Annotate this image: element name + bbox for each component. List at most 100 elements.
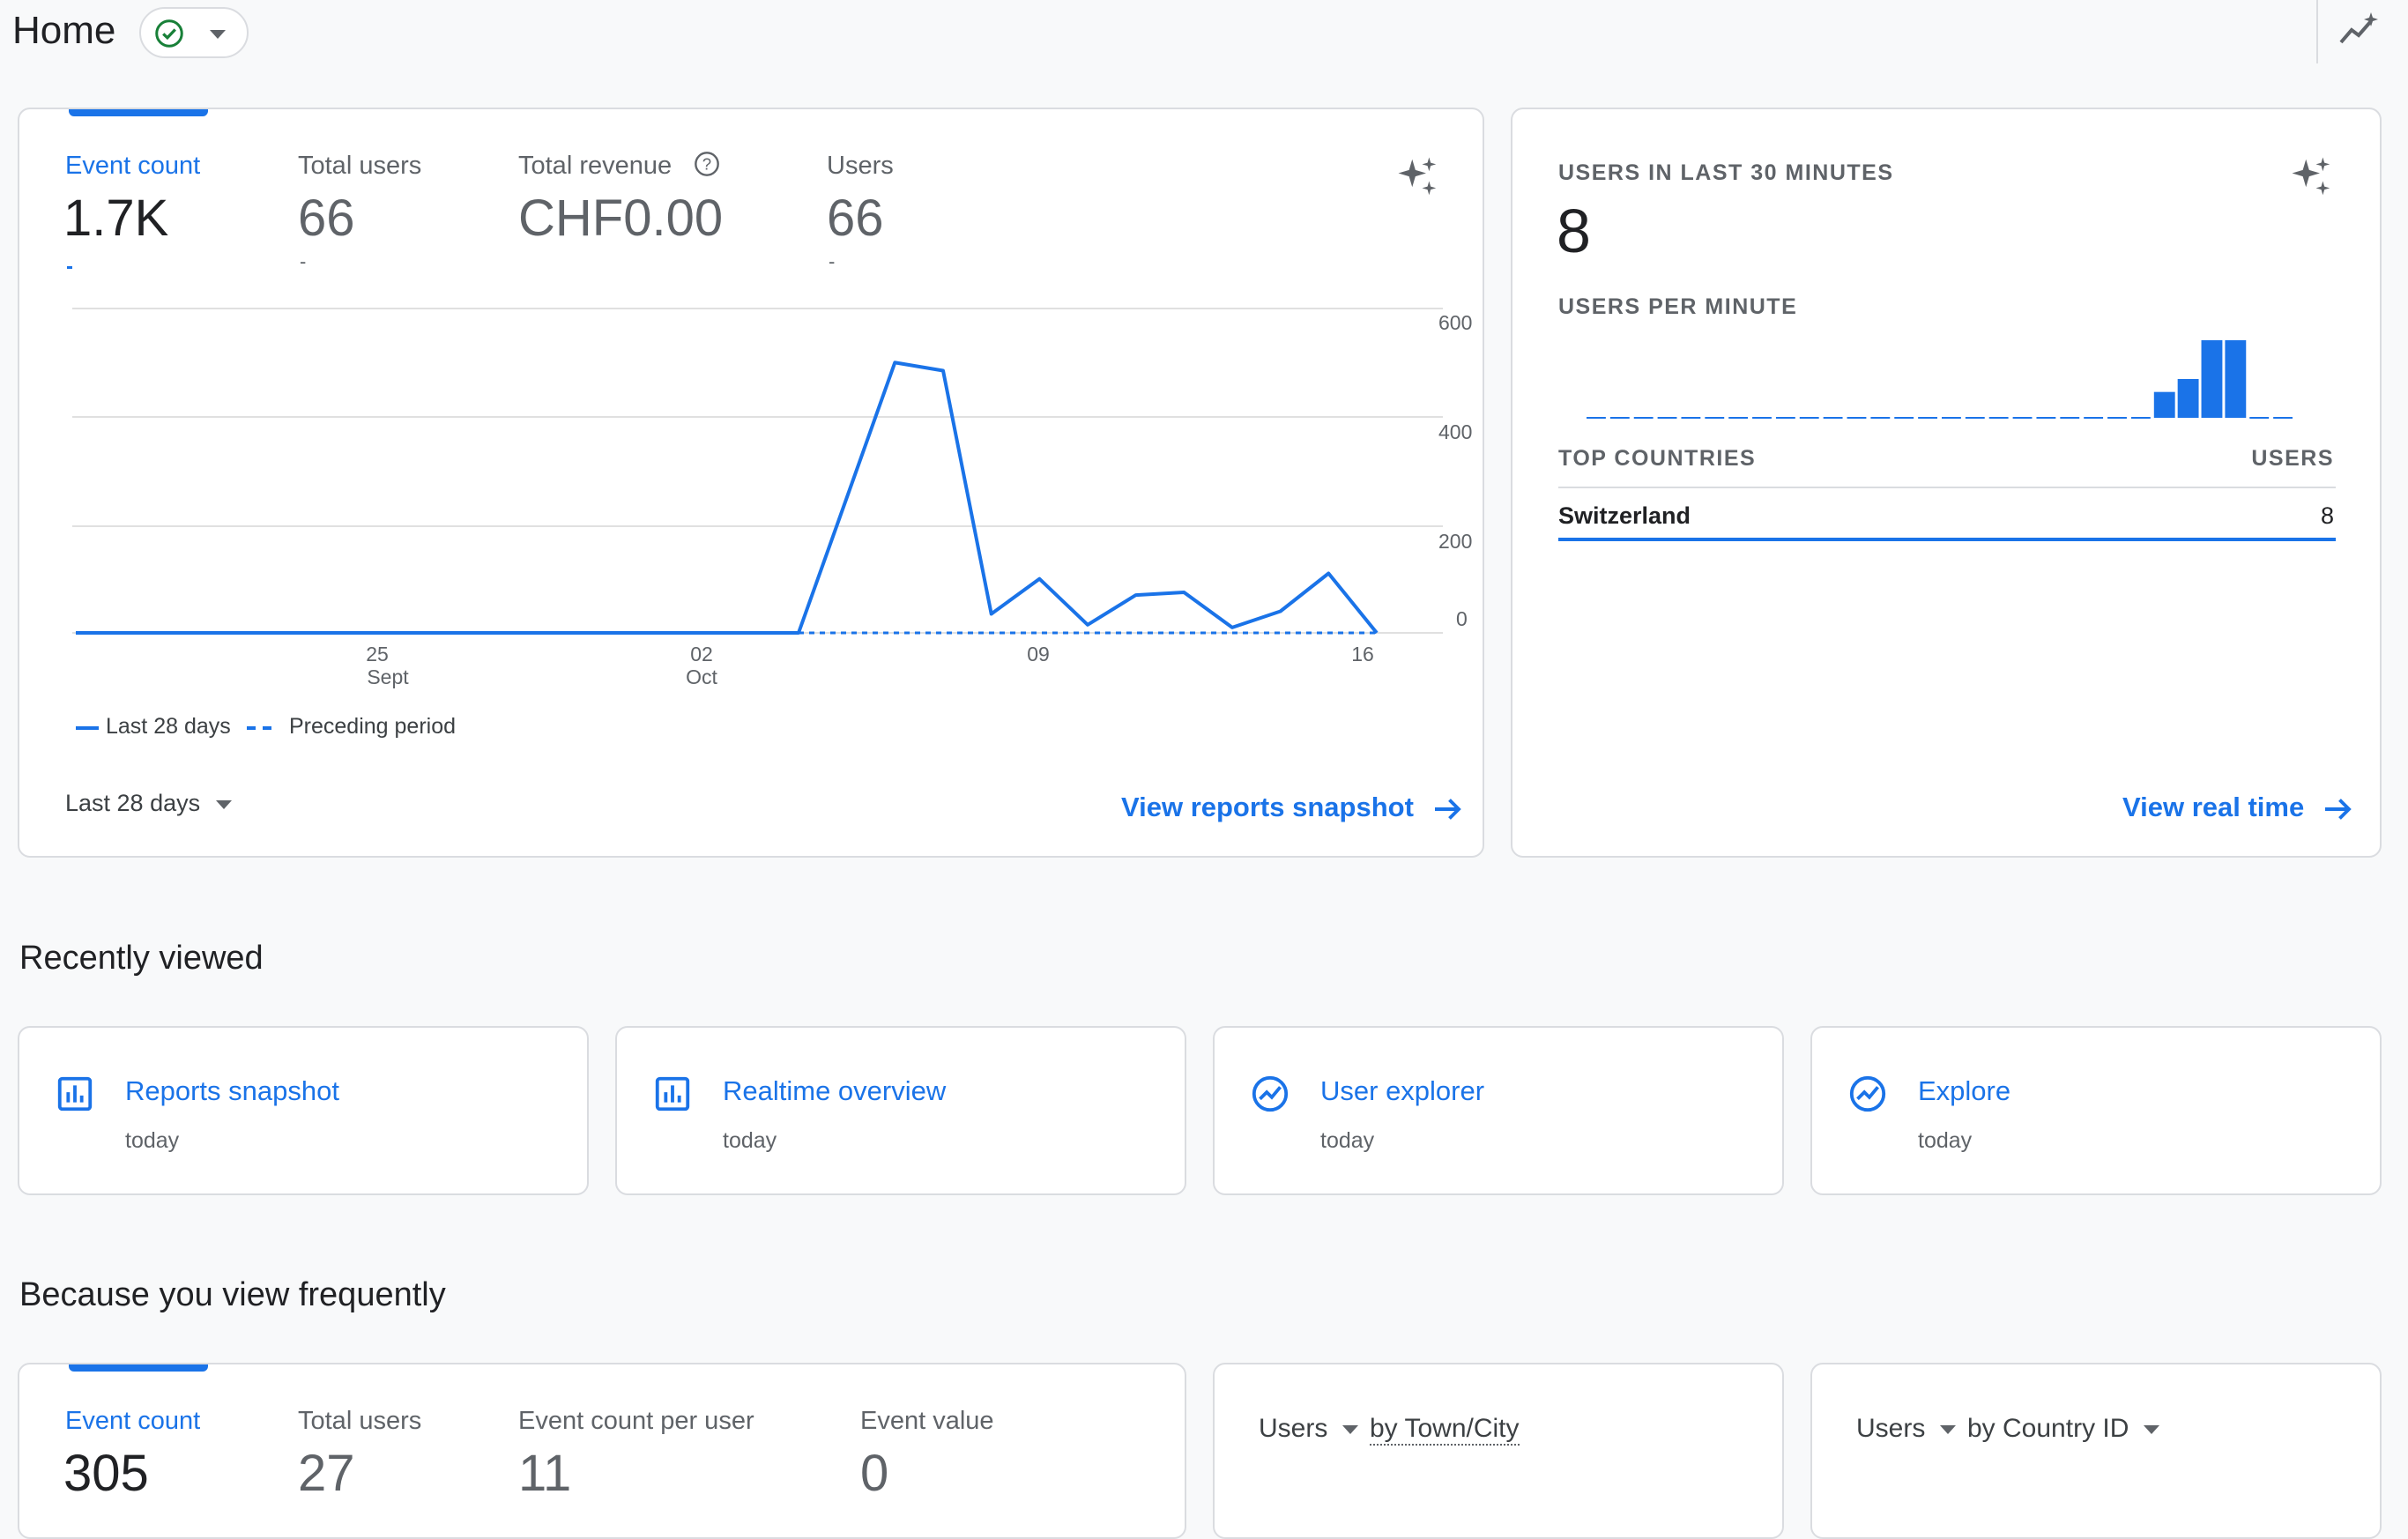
- event-count-chart: 600 400 200 0 25 Sept 02 Oct 09 16: [72, 308, 1472, 688]
- metric-sparkline: [67, 266, 72, 269]
- metric-value: 11: [518, 1445, 572, 1502]
- active-tab-indicator: [69, 109, 208, 116]
- arrow-right-icon: [2324, 798, 2352, 820]
- x-tick-month: Sept: [367, 665, 409, 688]
- metric-label: Event count per user: [518, 1407, 754, 1435]
- users-by-country-card: Users by Country ID: [1810, 1363, 2382, 1539]
- metric-value: 1.7K: [63, 190, 169, 247]
- x-tick: 09: [1027, 643, 1050, 665]
- users-per-minute-chart: [1587, 340, 2293, 419]
- sparkle-icon[interactable]: [2288, 153, 2336, 201]
- x-tick: 25: [366, 643, 389, 665]
- metric-label: Event count: [65, 152, 201, 180]
- view-reports-snapshot-link[interactable]: View reports snapshot: [1121, 792, 1464, 823]
- recent-item-subtitle: today: [125, 1128, 180, 1153]
- metric-dropdown[interactable]: Users: [1259, 1414, 1358, 1444]
- metric-label: Event value: [860, 1407, 994, 1435]
- metric-label: Total revenue: [518, 152, 673, 180]
- metric-value: 0: [860, 1445, 889, 1502]
- grid: [72, 308, 1443, 634]
- realtime-value: 8: [1557, 197, 1591, 265]
- recent-item-title: Explore: [1918, 1075, 2011, 1106]
- per-minute-label: USERS PER MINUTE: [1558, 294, 1798, 319]
- date-range-label: Last 28 days: [65, 790, 201, 816]
- chevron-down-icon: [1341, 1425, 1358, 1435]
- date-range-dropdown[interactable]: Last 28 days: [65, 790, 232, 817]
- minute-bar[interactable]: [2177, 379, 2199, 418]
- frequent-section-title: Because you view frequently: [19, 1276, 446, 1313]
- recent-item-title: Realtime overview: [723, 1075, 947, 1106]
- minute-bar[interactable]: [2225, 340, 2247, 418]
- active-tab-indicator: [69, 1364, 208, 1372]
- minute-bar[interactable]: [2153, 391, 2175, 418]
- legend-label-previous: Preceding period: [289, 714, 457, 739]
- metric-value: CHF0.00: [518, 190, 724, 247]
- realtime-card: USERS IN LAST 30 MINUTES 8 USERS PER MIN…: [1511, 108, 2382, 858]
- svg-text:?: ?: [702, 155, 711, 174]
- legend-swatch-current: [76, 726, 99, 730]
- dimension-dropdown[interactable]: by Town/City: [1370, 1414, 1520, 1446]
- users-header: USERS: [2251, 446, 2334, 471]
- x-tick: 02: [690, 643, 713, 665]
- chevron-down-icon: [2143, 1425, 2159, 1435]
- metric-dropdown-label: Users: [1856, 1414, 1926, 1443]
- recently-viewed-title: Recently viewed: [19, 940, 264, 977]
- trend-circle-icon: [1849, 1075, 1886, 1112]
- bar-chart-icon: [655, 1076, 690, 1112]
- users-by-town-card: Users by Town/City: [1213, 1363, 1784, 1539]
- trend-circle-icon: [1252, 1075, 1289, 1112]
- metric-change: -: [829, 250, 836, 272]
- recent-item-reports-snapshot[interactable]: Reports snapshot today: [18, 1026, 589, 1195]
- minute-bar[interactable]: [2201, 340, 2223, 418]
- header-divider: [2316, 0, 2318, 63]
- metric-label: Users: [827, 152, 894, 180]
- recent-item-subtitle: today: [1918, 1128, 1973, 1153]
- chevron-down-icon: [210, 30, 226, 39]
- link-label: View real time: [2122, 792, 2305, 822]
- metric-dropdown[interactable]: Users: [1856, 1414, 1956, 1444]
- help-icon[interactable]: ?: [693, 150, 721, 178]
- check-circle-icon: [155, 19, 183, 48]
- metric-label: Event count: [65, 1407, 201, 1435]
- metric-value: 66: [298, 190, 355, 247]
- series-line-last-28-days: [76, 361, 1379, 635]
- view-real-time-link[interactable]: View real time: [2122, 792, 2354, 823]
- metric-value: 66: [827, 190, 884, 247]
- insights-icon[interactable]: [2337, 11, 2383, 49]
- table-divider: [1558, 487, 2336, 488]
- chevron-down-icon: [215, 799, 232, 809]
- y-tick: 600: [1438, 311, 1472, 334]
- recent-item-explore[interactable]: Explore today: [1810, 1026, 2382, 1195]
- country-name: Switzerland: [1558, 502, 1691, 529]
- recent-item-title: Reports snapshot: [125, 1075, 339, 1106]
- bar-chart-icon: [57, 1076, 93, 1112]
- chevron-down-icon: [1939, 1425, 1956, 1435]
- metric-value: 27: [298, 1445, 355, 1502]
- y-tick: 0: [1456, 607, 1468, 630]
- metric-value: 305: [63, 1445, 149, 1502]
- metric-label: Total users: [298, 1407, 422, 1435]
- recent-item-user-explorer[interactable]: User explorer today: [1213, 1026, 1784, 1195]
- dimension-dropdown-label: by Country ID: [1967, 1414, 2129, 1443]
- recent-item-realtime-overview[interactable]: Realtime overview today: [615, 1026, 1186, 1195]
- frequent-metrics-card: Event count 305 Total users 27 Event cou…: [18, 1363, 1186, 1539]
- overview-card: Event count 1.7K Total users 66 - Total …: [18, 108, 1484, 858]
- arrow-right-icon: [1434, 798, 1461, 820]
- metric-change: -: [300, 250, 307, 272]
- realtime-title: USERS IN LAST 30 MINUTES: [1558, 160, 1894, 185]
- metric-dropdown-label: Users: [1259, 1414, 1328, 1443]
- legend-label-current: Last 28 days: [106, 714, 231, 739]
- status-dropdown[interactable]: [139, 7, 249, 58]
- y-tick: 200: [1438, 530, 1472, 553]
- sparkle-icon[interactable]: [1394, 153, 1442, 201]
- x-tick-month: Oct: [686, 665, 717, 688]
- dimension-dropdown[interactable]: by Country ID: [1967, 1414, 2159, 1444]
- page-title: Home: [12, 9, 116, 52]
- legend-swatch-previous-2: [263, 726, 271, 730]
- top-countries-header: TOP COUNTRIES: [1558, 446, 1757, 471]
- recent-item-subtitle: today: [723, 1128, 777, 1153]
- y-tick: 400: [1438, 420, 1472, 443]
- country-bar: [1558, 538, 2336, 541]
- link-label: View reports snapshot: [1121, 792, 1414, 822]
- legend-swatch-previous: [247, 726, 256, 730]
